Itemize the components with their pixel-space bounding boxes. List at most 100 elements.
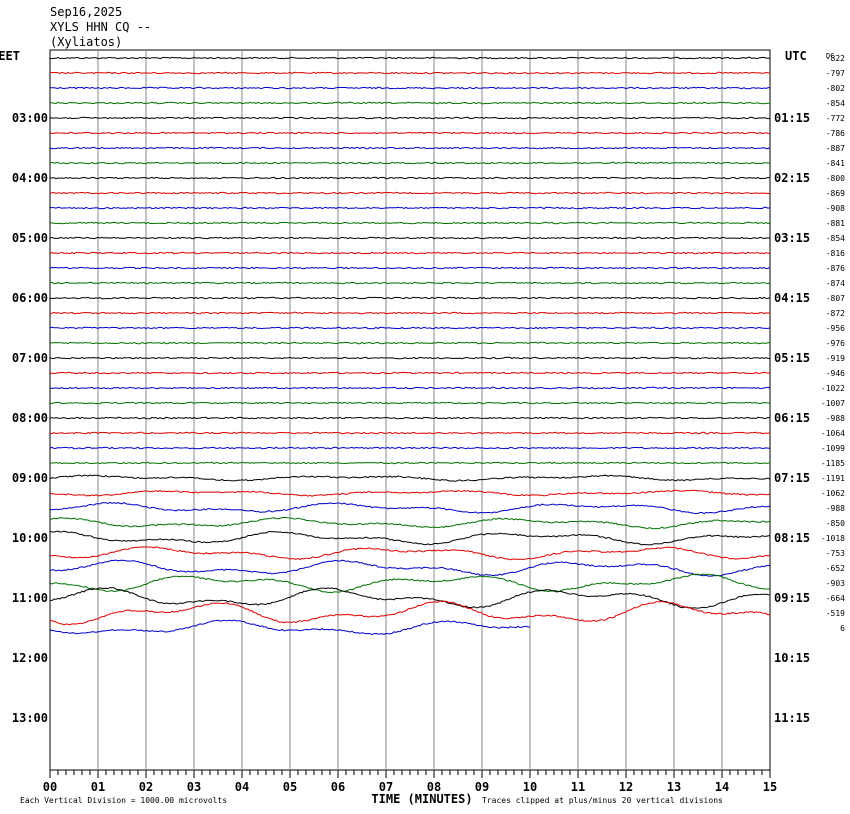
dc-offset-label: -841 <box>826 159 845 168</box>
hour-label-left: 06:00 <box>12 291 48 305</box>
seismic-trace <box>49 474 771 482</box>
seismic-trace <box>49 116 770 120</box>
dc-offset-label: -903 <box>826 579 845 588</box>
hour-label-left: 07:00 <box>12 351 48 365</box>
seismic-trace <box>49 191 771 195</box>
hour-label-right: 11:15 <box>774 711 810 725</box>
x-tick-label: 09 <box>475 780 489 794</box>
seismic-trace <box>49 251 771 255</box>
hour-label-right: 05:15 <box>774 351 810 365</box>
dc-offset-label: -850 <box>826 519 845 528</box>
hour-label-right: 01:15 <box>774 111 810 125</box>
seismic-trace <box>50 461 771 465</box>
seismic-trace <box>50 131 771 135</box>
plot-frame <box>49 49 771 771</box>
seismic-trace <box>49 146 771 150</box>
seismic-trace <box>49 386 771 390</box>
seismic-trace <box>49 341 771 345</box>
x-tick-label: 03 <box>187 780 201 794</box>
x-tick-label: 11 <box>571 780 585 794</box>
dc-offset-label: -800 <box>826 174 845 183</box>
seismic-trace <box>49 296 771 300</box>
seismic-trace <box>49 546 771 561</box>
dc-offset-label: -797 <box>826 69 845 78</box>
footer-clip-note: Traces clipped at plus/minus 20 vertical… <box>482 796 723 805</box>
dc-offset-label: -874 <box>826 279 845 288</box>
dc-offset-label: -946 <box>826 369 845 378</box>
seismic-trace <box>50 86 771 90</box>
dc-offset-label: -919 <box>826 354 845 363</box>
dc-offset-label: -753 <box>826 549 845 558</box>
dc-offset-label: -908 <box>826 204 845 213</box>
x-tick-label: 06 <box>331 780 345 794</box>
x-tick-label: 13 <box>667 780 681 794</box>
x-tick-label: 04 <box>235 780 249 794</box>
dc-offset-label: -664 <box>826 594 845 603</box>
x-tick-label: 01 <box>91 780 105 794</box>
seismic-trace <box>49 161 770 165</box>
dc-offset-label: -1185 <box>821 459 845 468</box>
x-tick-label: 02 <box>139 780 153 794</box>
seismic-trace <box>49 176 771 180</box>
hour-label-left: 13:00 <box>12 711 48 725</box>
hour-label-left: 09:00 <box>12 471 48 485</box>
dc-offset-label: -854 <box>826 99 845 108</box>
hour-label-right: 03:15 <box>774 231 810 245</box>
hour-label-left: 11:00 <box>12 591 48 605</box>
hour-label-left: 10:00 <box>12 531 48 545</box>
dc-offset-label: -881 <box>826 219 845 228</box>
dc-offset-label: -802 <box>826 84 845 93</box>
seismic-trace <box>49 206 771 210</box>
dc-offset-label: -988 <box>826 414 845 423</box>
dc-offset-label: -816 <box>826 249 845 258</box>
seismic-trace <box>49 101 770 105</box>
footer-scale-note: Each Vertical Division = 1000.00 microvo… <box>20 796 227 805</box>
dc-offset-label: -1007 <box>821 399 845 408</box>
dc-label: DC <box>826 52 834 60</box>
x-axis-title: TIME (MINUTES) <box>371 792 472 806</box>
seismic-trace <box>49 559 771 577</box>
dc-offset-label: -976 <box>826 339 845 348</box>
x-tick-label: 00 <box>43 780 57 794</box>
hour-label-left: 12:00 <box>12 651 48 665</box>
hour-label-right: 02:15 <box>774 171 810 185</box>
dc-offset-label: -988 <box>826 504 845 513</box>
station-label: XYLS HHN CQ -- <box>50 20 152 34</box>
x-tick-label: 07 <box>379 780 393 794</box>
hour-label-left: 08:00 <box>12 411 48 425</box>
seismic-trace <box>49 431 771 435</box>
seismic-trace <box>49 326 771 330</box>
seismic-trace <box>49 71 771 75</box>
x-tick-label: 08 <box>427 780 441 794</box>
dc-offset-label: -519 <box>826 609 845 618</box>
seismic-trace <box>49 501 771 515</box>
dc-offset-label: -1191 <box>821 474 845 483</box>
seismic-trace <box>49 266 771 270</box>
x-tick-label: 05 <box>283 780 297 794</box>
hour-label-right: 09:15 <box>774 591 810 605</box>
dc-offset-label: -872 <box>826 309 845 318</box>
seismic-trace <box>49 371 771 375</box>
dc-offset-label: -1022 <box>821 384 845 393</box>
dc-offset-label: -1018 <box>821 534 845 543</box>
dc-offset-label: -956 <box>826 324 845 333</box>
seismic-trace <box>49 530 771 546</box>
seismic-trace <box>49 416 771 420</box>
seismic-trace <box>49 56 771 60</box>
site-label: (Xyliatos) <box>50 35 123 49</box>
date-label: Sep16,2025 <box>50 5 123 19</box>
dc-offset-label: -772 <box>826 114 845 123</box>
seismic-trace <box>49 281 771 285</box>
dc-offset-label: 6 <box>840 624 845 633</box>
x-tick-label: 14 <box>715 780 729 794</box>
dc-offset-label: -807 <box>826 294 845 303</box>
seismic-trace <box>49 311 771 315</box>
hour-label-left: 05:00 <box>12 231 48 245</box>
x-tick-label: 12 <box>619 780 633 794</box>
seismic-trace <box>49 619 531 636</box>
dc-offset-label: -786 <box>826 129 845 138</box>
hour-label-right: 06:15 <box>774 411 810 425</box>
hour-label-left: 04:00 <box>12 171 48 185</box>
dc-offset-label: -869 <box>826 189 845 198</box>
